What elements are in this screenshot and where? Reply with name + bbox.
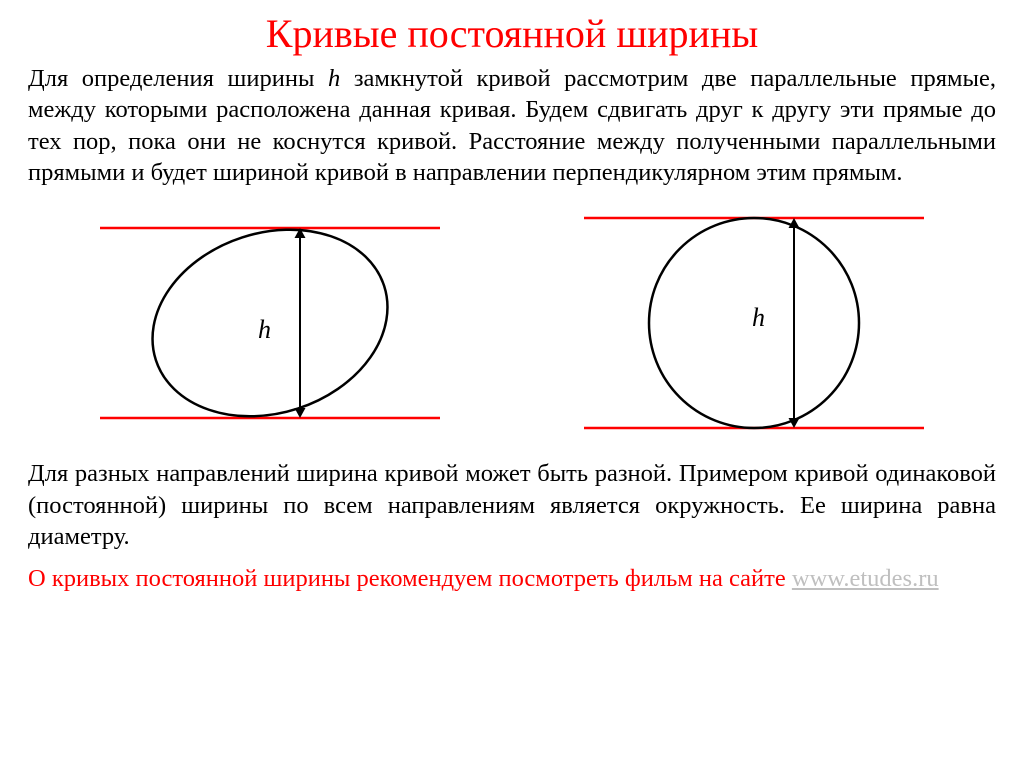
footnote-text: О кривых постоянной ширины рекомендуем п…	[28, 565, 792, 592]
figure-circle: h	[574, 198, 934, 448]
external-link[interactable]: www.etudes.ru	[792, 565, 939, 592]
figures-row: h h	[28, 198, 996, 448]
figure-ellipse: h	[90, 198, 450, 448]
variable-h: h	[328, 65, 340, 92]
page-title: Кривые постоянной ширины	[28, 10, 996, 57]
svg-text:h: h	[258, 315, 271, 344]
intro-paragraph: Для определения ширины h замкнутой криво…	[28, 63, 996, 188]
second-paragraph: Для разных направлений ширина кривой мож…	[28, 458, 996, 552]
ellipse-diagram-svg: h	[90, 198, 450, 448]
intro-text-before-h: Для определения ширины	[28, 65, 328, 92]
footnote-paragraph: О кривых постоянной ширины рекомендуем п…	[28, 563, 996, 594]
svg-text:h: h	[752, 303, 765, 332]
circle-diagram-svg: h	[574, 198, 934, 448]
slide-page: Кривые постоянной ширины Для определения…	[0, 0, 1024, 594]
